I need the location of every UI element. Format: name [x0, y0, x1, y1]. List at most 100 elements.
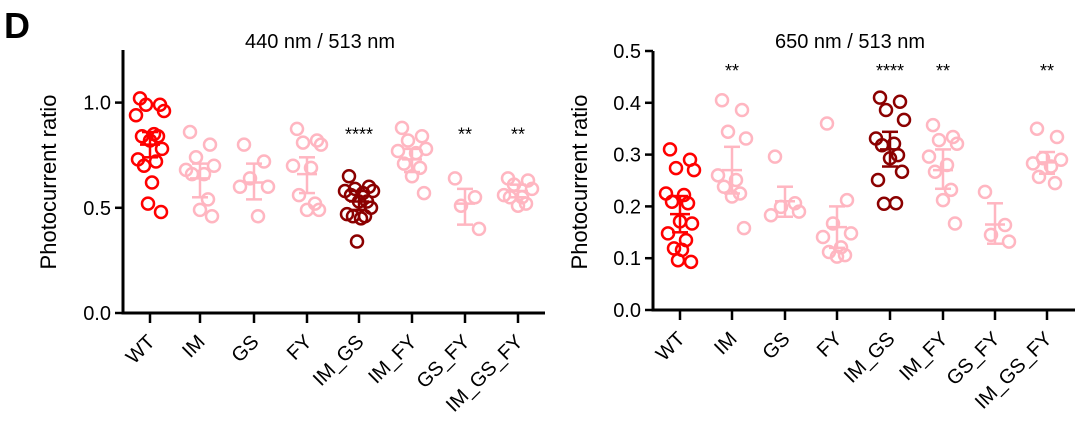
data-point	[939, 157, 955, 173]
data-point	[506, 177, 522, 192]
group-WT	[658, 142, 702, 270]
data-point	[658, 186, 674, 201]
data-point	[837, 247, 853, 263]
data-point	[876, 196, 892, 212]
data-point	[949, 136, 965, 151]
y-tick-label: 0.1	[613, 248, 641, 270]
data-point	[349, 234, 365, 249]
y-tick-label: 0.5	[613, 41, 641, 63]
data-point	[662, 142, 678, 157]
data-point	[242, 171, 258, 186]
data-point	[1043, 159, 1059, 174]
data-point	[664, 194, 680, 209]
data-point	[767, 149, 783, 164]
data-point	[1001, 234, 1017, 249]
data-point	[714, 92, 730, 108]
data-point	[260, 179, 276, 195]
data-point	[931, 132, 947, 148]
data-point	[716, 179, 732, 194]
data-point	[1049, 129, 1065, 145]
data-point	[927, 164, 943, 179]
data-point	[943, 182, 959, 198]
data-point	[154, 141, 170, 157]
data-point	[128, 107, 144, 123]
data-point	[313, 137, 329, 152]
group-GS_FY: **	[447, 124, 487, 237]
significance-label: **	[511, 124, 525, 144]
data-point	[710, 168, 726, 183]
x-tick-label: WT	[122, 331, 160, 369]
x-tick-label: IM_GS	[840, 328, 900, 388]
x-tick-label: GS	[759, 328, 795, 364]
data-point	[153, 204, 169, 220]
data-point	[680, 196, 696, 211]
data-point	[896, 112, 912, 128]
data-point	[763, 207, 779, 223]
data-point	[935, 192, 951, 208]
group-GS	[232, 137, 276, 224]
data-point	[921, 149, 937, 164]
group-IM_FY: **	[921, 61, 965, 231]
data-point	[668, 160, 684, 176]
data-point	[408, 145, 424, 161]
chart-650-513: 650 nm / 513 nm Photocurrent ratio 0.0 0.…	[567, 31, 1075, 413]
x-tick-label: WT	[652, 328, 690, 366]
data-point	[303, 160, 319, 176]
group-GS	[763, 149, 807, 223]
data-point	[1031, 169, 1047, 185]
data-point	[734, 102, 750, 118]
y-tick-label: 0.5	[83, 198, 111, 220]
data-point	[142, 133, 158, 148]
data-point	[309, 133, 325, 148]
data-point	[874, 138, 890, 153]
data-point	[925, 117, 941, 133]
data-point	[414, 129, 430, 144]
x-tick-label: IM_GS	[309, 331, 369, 391]
data-point	[683, 254, 699, 270]
group-IM: **	[710, 61, 754, 236]
data-point	[720, 124, 736, 140]
x-tick-label: IM	[710, 328, 741, 359]
x-tick-label: IM_FY	[364, 331, 421, 388]
data-point	[202, 137, 218, 152]
y-tick-label: 0.3	[613, 145, 641, 167]
data-point	[518, 196, 534, 211]
group-IM_GS: ****	[337, 124, 381, 249]
data-point	[156, 103, 172, 119]
chart-title: 650 nm / 513 nm	[775, 31, 925, 53]
data-point	[311, 202, 327, 218]
data-point	[236, 137, 252, 152]
data-point	[400, 133, 416, 148]
data-point	[416, 185, 432, 201]
group-IM	[178, 124, 222, 224]
data-point	[892, 94, 908, 110]
data-point	[396, 156, 412, 171]
data-point	[670, 253, 686, 268]
data-point	[660, 226, 676, 241]
data-point	[232, 179, 248, 195]
group-IM_FY	[390, 120, 434, 201]
y-tick-label: 0.2	[613, 196, 641, 218]
data-point	[188, 150, 204, 165]
data-point	[787, 196, 803, 211]
data-point	[471, 221, 487, 237]
data-point	[520, 173, 536, 188]
data-point	[773, 199, 789, 215]
data-point	[184, 166, 200, 182]
x-tick-label: GS	[228, 331, 264, 367]
data-point	[200, 192, 216, 207]
group-IM_GS_FY: **	[1025, 61, 1069, 191]
data-point	[204, 208, 220, 224]
x-tick-label: FY	[283, 331, 317, 365]
data-point	[150, 129, 166, 144]
data-point	[250, 208, 266, 224]
data-point	[502, 190, 518, 205]
y-axis-label: Photocurrent ratio	[567, 95, 592, 270]
panel-label: D	[4, 5, 30, 46]
group-IM_GS_FY: **	[496, 124, 540, 213]
data-point	[182, 124, 198, 140]
data-point	[1047, 175, 1063, 191]
y-tick-label: 0.0	[613, 300, 641, 322]
data-point	[791, 204, 807, 219]
data-point	[888, 196, 904, 211]
